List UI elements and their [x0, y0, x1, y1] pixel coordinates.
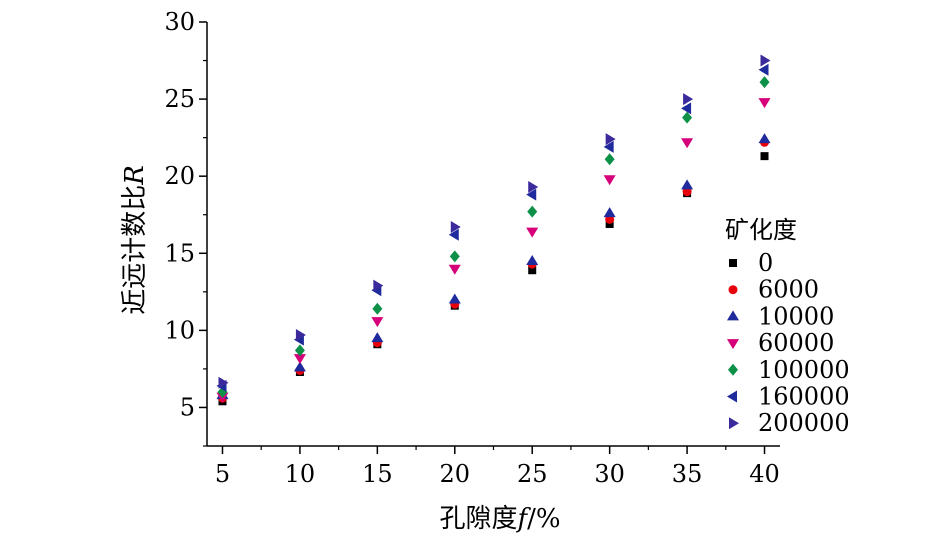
- data-point: [683, 93, 694, 106]
- series-100000: [217, 76, 770, 399]
- legend-marker: [729, 417, 739, 430]
- data-point: [448, 293, 461, 304]
- legend-marker: [729, 259, 737, 267]
- legend-label: 6000: [758, 276, 819, 304]
- data-point: [293, 354, 306, 365]
- data-point: [681, 138, 694, 149]
- data-point: [758, 98, 771, 109]
- data-point: [603, 140, 614, 153]
- y-tick-label: 10: [164, 316, 195, 344]
- data-point: [528, 180, 539, 193]
- series-60000: [216, 98, 771, 403]
- x-tick-label: 5: [215, 460, 230, 488]
- data-point: [448, 228, 459, 241]
- x-tick-label: 30: [594, 460, 625, 488]
- x-tick-label: 15: [362, 460, 393, 488]
- data-point: [758, 133, 771, 144]
- legend-marker: [728, 285, 738, 295]
- data-point: [528, 266, 537, 275]
- legend-title: 矿化度: [725, 216, 797, 244]
- series-160000: [216, 63, 769, 392]
- data-point: [527, 205, 538, 218]
- legend-label: 60000: [758, 329, 834, 357]
- data-point: [760, 54, 771, 67]
- data-point: [526, 254, 539, 265]
- axes: [206, 22, 780, 447]
- data-point: [373, 279, 384, 292]
- y-axis-ticks: 5 10 15 20 25 30: [164, 8, 207, 447]
- data-point: [448, 264, 461, 275]
- data-point: [605, 219, 614, 228]
- legend-marker: [728, 363, 738, 376]
- legend-label: 10000: [758, 302, 834, 330]
- legend-label: 200000: [758, 409, 850, 437]
- data-point: [681, 179, 694, 190]
- series-200000: [218, 54, 771, 389]
- y-axis-title-main: 近远计数比: [120, 185, 150, 315]
- data-point: [371, 317, 384, 328]
- data-point: [682, 111, 693, 124]
- y-axis-title-variable: R: [120, 165, 150, 186]
- data-point: [449, 250, 460, 263]
- y-tick-label: 30: [164, 8, 195, 36]
- data-point: [526, 227, 539, 238]
- y-tick-label: 5: [180, 393, 195, 421]
- data-point: [218, 376, 229, 389]
- legend-marker: [727, 339, 739, 350]
- data-point: [526, 188, 537, 201]
- y-tick-label: 15: [164, 239, 195, 267]
- x-axis-title-unit: /%: [527, 504, 560, 534]
- legend-label: 0: [758, 249, 773, 277]
- x-tick-label: 40: [749, 460, 780, 488]
- data-point: [603, 175, 616, 186]
- data-point: [603, 207, 616, 218]
- legend-marker: [727, 390, 737, 403]
- y-tick-label: 20: [164, 162, 195, 190]
- data-point: [604, 153, 615, 166]
- x-tick-label: 25: [517, 460, 548, 488]
- x-axis-title-main: 孔隙度: [439, 504, 517, 534]
- x-tick-label: 35: [672, 460, 703, 488]
- legend-label: 160000: [758, 383, 850, 411]
- y-tick-label: 25: [164, 85, 195, 113]
- data-point: [760, 152, 769, 161]
- x-axis-title: 孔隙度f/%: [439, 504, 560, 534]
- legend-marker: [727, 310, 739, 321]
- data-point: [295, 328, 306, 341]
- data-point: [759, 76, 770, 89]
- data-point: [681, 102, 692, 115]
- x-axis-ticks: 5 10 15 20 25 30 35 40: [215, 446, 780, 488]
- data-points: [216, 54, 771, 406]
- data-point: [605, 133, 616, 146]
- data-point: [372, 302, 383, 315]
- x-tick-label: 20: [440, 460, 471, 488]
- data-point: [758, 63, 769, 76]
- data-point: [294, 344, 305, 357]
- legend-label: 100000: [758, 356, 850, 384]
- data-point: [293, 361, 306, 372]
- x-tick-label: 10: [285, 460, 316, 488]
- data-point: [450, 221, 461, 234]
- y-axis-title: 近远计数比R: [120, 165, 150, 315]
- data-point: [371, 332, 384, 343]
